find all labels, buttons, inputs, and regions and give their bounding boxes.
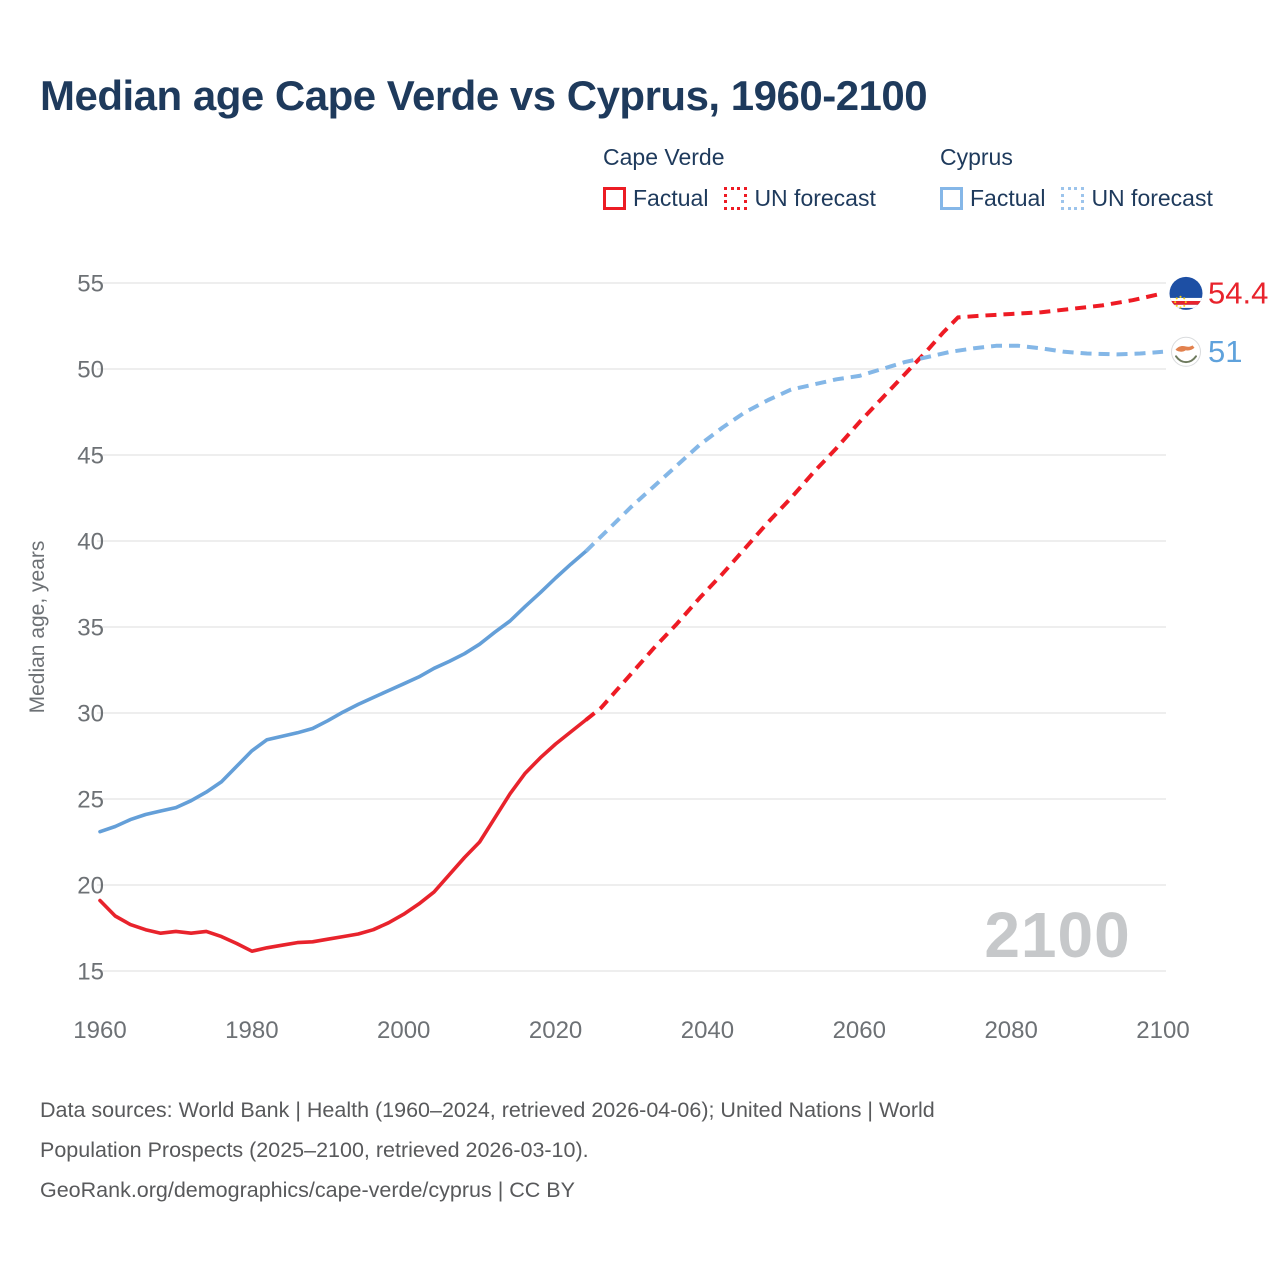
series-line-cape-verde-factual xyxy=(98,718,588,954)
page-title: Median age Cape Verde vs Cyprus, 1960-21… xyxy=(40,72,928,119)
x-tick-label: 1960 xyxy=(73,1017,126,1044)
y-axis-title: Median age, years xyxy=(26,541,49,714)
footer-data-sources-line-1: Data sources: World Bank | Health (1960–… xyxy=(40,1098,935,1122)
series-line-cape-verde-un-forecast xyxy=(584,291,1164,722)
y-tick-label: 45 xyxy=(77,443,104,470)
y-tick-label: 15 xyxy=(77,959,104,986)
x-tick-label: 2080 xyxy=(984,1017,1037,1044)
y-tick-label: 30 xyxy=(77,701,104,728)
y-tick-label: 35 xyxy=(77,615,104,642)
legend-item-cape-verde-factual: Factual xyxy=(603,185,708,212)
year-watermark: 2100 xyxy=(984,899,1131,971)
legend-group-cape-verde: Cape Verde xyxy=(603,144,725,170)
legend-item-label: UN forecast xyxy=(754,185,876,211)
y-tick-label: 20 xyxy=(77,873,104,900)
x-tick-label: 2040 xyxy=(681,1017,734,1044)
cape-verde-factual-swatch-icon xyxy=(603,187,626,210)
end-label-cape-verde: 54.4 xyxy=(1208,275,1268,310)
y-tick-label: 50 xyxy=(77,357,104,384)
footer: Data sources: World Bank | Health (1960–… xyxy=(40,1090,1240,1210)
x-tick-label: 2000 xyxy=(377,1017,430,1044)
y-tick-label: 40 xyxy=(77,529,104,556)
y-tick-label: 25 xyxy=(77,787,104,814)
legend-item-cape-verde-forecast: UN forecast xyxy=(724,185,876,212)
legend-row-cape-verde: Factual UN forecast xyxy=(603,185,876,212)
x-tick-label: 2020 xyxy=(529,1017,582,1044)
footer-data-sources-line-2: Population Prospects (2025–2100, retriev… xyxy=(40,1138,589,1162)
legend-item-label: UN forecast xyxy=(1091,185,1213,211)
cape-verde-forecast-swatch-icon xyxy=(724,187,748,210)
series-line-cyprus-un-forecast xyxy=(584,343,1164,553)
legend-group-cyprus: Cyprus xyxy=(940,144,1013,170)
series-line-cyprus-factual xyxy=(98,549,588,834)
y-tick-label: 55 xyxy=(77,271,104,298)
legend-item-label: Factual xyxy=(970,185,1046,211)
end-label-cyprus: 51 xyxy=(1208,334,1242,369)
legend-item-cyprus-forecast: UN forecast xyxy=(1061,185,1213,212)
legend-item-cyprus-factual: Factual xyxy=(940,185,1045,212)
cyprus-factual-swatch-icon xyxy=(940,187,963,210)
cyprus-flag-icon xyxy=(1171,336,1201,367)
x-tick-label: 2060 xyxy=(833,1017,886,1044)
legend-row-cyprus: Factual UN forecast xyxy=(940,185,1213,212)
x-tick-label: 2100 xyxy=(1136,1017,1189,1044)
legend-item-label: Factual xyxy=(633,185,709,211)
cape-verde-flag-icon xyxy=(1169,276,1203,310)
footer-attribution-link: GeoRank.org/demographics/cape-verde/cypr… xyxy=(40,1178,575,1202)
cyprus-forecast-swatch-icon xyxy=(1061,187,1085,210)
x-tick-label: 1980 xyxy=(225,1017,278,1044)
